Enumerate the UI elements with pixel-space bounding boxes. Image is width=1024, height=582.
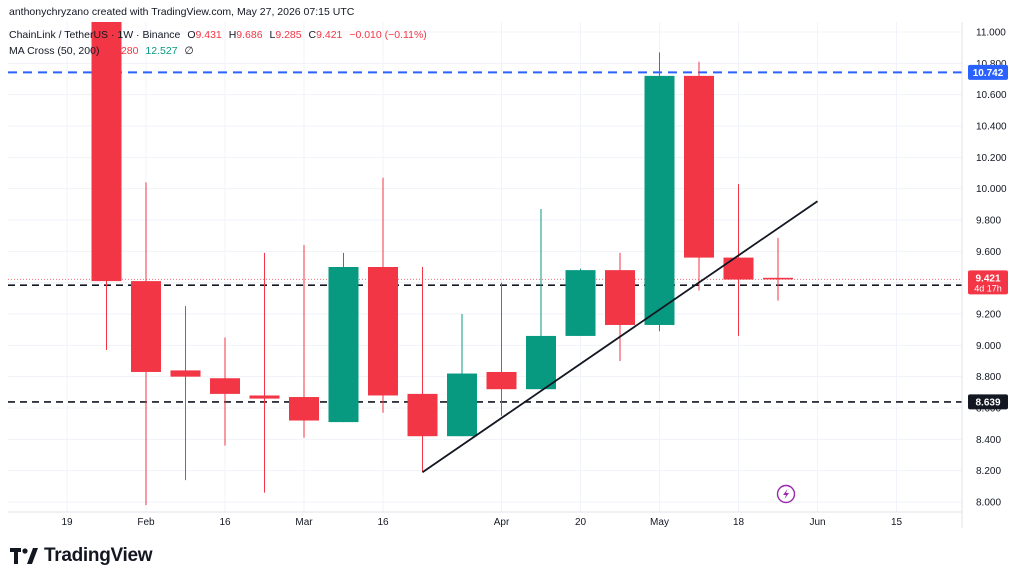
candle	[131, 182, 161, 506]
y-tick-label: 10.400	[976, 122, 1007, 133]
last-price-text: 9.421	[975, 273, 1000, 284]
x-tick-label: 19	[61, 517, 73, 528]
ohlc-low-label: L	[269, 29, 276, 41]
indicator-value-1: 14.280	[106, 45, 139, 57]
candle	[605, 252, 635, 361]
candle	[368, 177, 398, 413]
level-tag-text: 10.742	[973, 68, 1004, 79]
created-by-text: anthonychryzano created with TradingView…	[9, 6, 355, 18]
candle	[210, 337, 240, 446]
x-tick-label: Mar	[295, 517, 313, 528]
ohlc-open-value: 9.431	[195, 29, 222, 41]
y-tick-label: 9.800	[976, 216, 1001, 227]
x-tick-label: Feb	[137, 517, 155, 528]
x-tick-label: 18	[733, 517, 745, 528]
trendline-line	[421, 200, 819, 473]
trendline	[421, 200, 819, 473]
ohlc-low-value: 9.285	[275, 29, 302, 41]
candle	[763, 237, 793, 301]
candle-body	[644, 75, 675, 325]
candle-body	[565, 270, 596, 336]
ohlc-open-label: O	[187, 29, 196, 41]
ohlc-close-label: C	[308, 29, 317, 41]
candle-body	[723, 257, 754, 280]
candle-body	[526, 335, 556, 390]
y-tick-label: 10.800	[976, 59, 1007, 70]
axes: 11.000 10.800 10.600 10.400 10.200 10.000 9.80…	[8, 22, 1007, 528]
candle-body	[289, 397, 319, 421]
candle-body	[407, 393, 438, 437]
candle-body	[684, 75, 714, 258]
candle-body	[605, 270, 635, 325]
last-price-tag	[968, 270, 1008, 295]
candle-body	[91, 22, 122, 282]
candle	[565, 268, 596, 336]
candle-body	[486, 371, 517, 390]
tradingview-brand-text: TradingView	[44, 545, 153, 566]
candle	[684, 61, 714, 291]
candle	[447, 314, 477, 437]
candle	[644, 52, 675, 332]
x-tick-label: Jun	[809, 517, 825, 528]
candle	[91, 22, 122, 351]
level-tag	[968, 64, 1008, 80]
indicator-legend: MA Cross (50, 200) 14.280 12.527 ∅	[9, 45, 198, 57]
y-tick-label: 9.600	[976, 247, 1001, 258]
candle	[328, 252, 359, 423]
candle	[289, 245, 319, 438]
candles	[91, 22, 793, 506]
x-tick-label: 16	[219, 517, 231, 528]
countdown-text: 4d 17h	[974, 283, 1002, 293]
x-tick-label: 20	[575, 517, 587, 528]
ohlc-change: −0.010 (−0.11%)	[349, 29, 427, 41]
candle-body	[210, 378, 240, 394]
indicator-value-2: 12.527	[145, 45, 178, 57]
y-tick-label: 8.000	[976, 498, 1001, 509]
candle-body	[368, 267, 398, 396]
candle-body	[170, 370, 201, 377]
indicator-value-3: ∅	[184, 45, 194, 57]
y-tick-label: 10.600	[976, 90, 1007, 101]
candle-body	[763, 277, 793, 280]
y-tick-label: 9.000	[976, 341, 1001, 352]
y-tick-label: 10.200	[976, 153, 1007, 164]
tradingview-logo-icon	[10, 548, 38, 564]
candle	[249, 252, 280, 493]
y-tick-label: 8.800	[976, 372, 1001, 383]
candle-body	[249, 395, 280, 399]
y-tick-label: 8.200	[976, 466, 1001, 477]
lightning-icon[interactable]	[776, 484, 796, 504]
ohlc-high-value: 9.686	[236, 29, 263, 41]
x-tick-label: May	[650, 517, 669, 528]
x-tick-label: 16	[377, 517, 389, 528]
candle	[526, 209, 556, 390]
indicator-name[interactable]: MA Cross (50, 200)	[9, 45, 100, 57]
y-tick-label: 10.000	[976, 184, 1007, 195]
x-tick-label: 15	[891, 517, 903, 528]
level-tag-text: 8.639	[975, 397, 1000, 408]
ohlc-high-label: H	[228, 29, 237, 41]
candle	[486, 282, 517, 416]
x-tick-label: Apr	[494, 517, 510, 528]
y-tick-label: 11.000	[976, 28, 1006, 39]
ohlc-close-value: 9.421	[316, 29, 343, 41]
level-tag	[968, 394, 1008, 410]
y-tick-label: 9.200	[976, 310, 1001, 321]
candle-body	[328, 267, 359, 423]
horizontal-levels	[8, 71, 962, 403]
candle-body	[131, 281, 161, 372]
symbol-legend: ChainLink / TetherUS · 1W · Binance O9.4…	[9, 29, 431, 41]
candle	[170, 306, 201, 481]
candle-body	[447, 373, 477, 437]
y-tick-label: 8.400	[976, 435, 1001, 446]
candle	[723, 183, 754, 336]
tradingview-logo[interactable]: TradingView	[10, 545, 153, 567]
symbol-name[interactable]: ChainLink / TetherUS · 1W · Binance	[9, 29, 181, 41]
grid-lines	[8, 22, 962, 512]
candle	[407, 267, 438, 473]
